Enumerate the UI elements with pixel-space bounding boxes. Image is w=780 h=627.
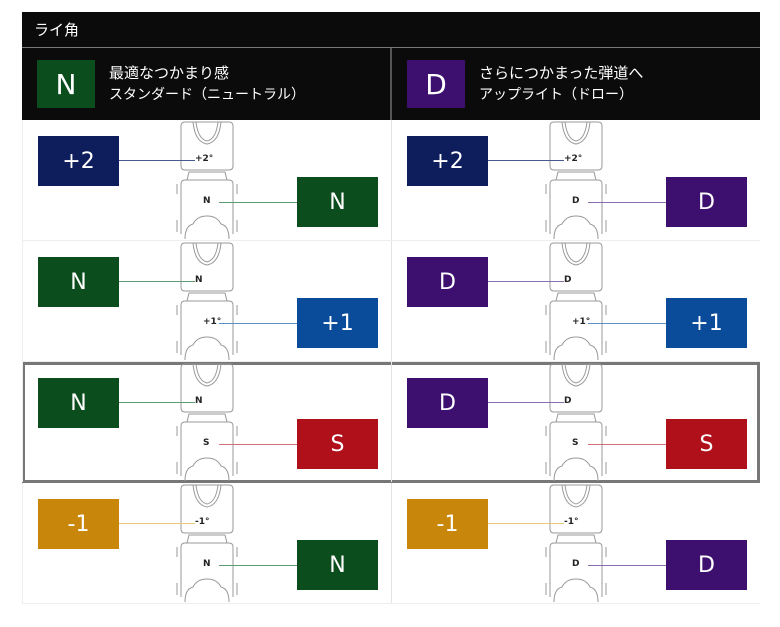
hosel-diagram-icon — [176, 121, 238, 240]
table-title: ライ角 — [22, 12, 760, 48]
bottom-leader-line — [219, 202, 297, 203]
upper-sleeve-mark: +2° — [564, 154, 583, 164]
hosel-diagram-icon — [545, 484, 607, 603]
lower-sleeve-mark: +1° — [572, 317, 591, 327]
lower-sleeve-badge: +1 — [666, 298, 747, 348]
setting-row: +2 N +2° N +2 D +2° D — [22, 120, 760, 241]
upper-sleeve-badge: -1 — [38, 499, 119, 549]
hosel-diagram-icon — [176, 363, 238, 482]
bottom-leader-line — [219, 565, 297, 566]
lower-sleeve-badge: N — [297, 177, 378, 227]
bottom-leader-line — [588, 323, 666, 324]
top-leader-line — [488, 402, 564, 403]
draw-title: さらにつかまった弾道へ — [479, 64, 644, 82]
lower-sleeve-badge: S — [297, 419, 378, 469]
upper-sleeve-mark: -1° — [564, 517, 579, 527]
bottom-leader-line — [588, 202, 666, 203]
neutral-setting-cell: -1 N -1° N — [22, 483, 391, 603]
upper-sleeve-mark: D — [564, 396, 572, 406]
top-leader-line — [488, 160, 564, 161]
draw-badge: D — [407, 60, 465, 108]
top-leader-line — [488, 281, 564, 282]
neutral-setting-cell: N S N S — [22, 362, 391, 482]
lower-sleeve-badge: N — [297, 540, 378, 590]
hosel-diagram-icon — [545, 242, 607, 361]
lower-sleeve-mark: +1° — [203, 317, 222, 327]
upper-sleeve-badge: D — [407, 378, 488, 428]
hosel-diagram-icon — [545, 363, 607, 482]
draw-setting-cell: -1 D -1° D — [391, 483, 760, 603]
column-header-neutral: N 最適なつかまり感スタンダード（ニュートラル） — [22, 48, 390, 120]
column-header-draw: D さらにつかまった弾道へ アップライト（ドロー） — [390, 48, 760, 120]
neutral-subtitle: スタンダード（ニュートラル） — [109, 87, 305, 103]
neutral-badge: N — [37, 60, 95, 108]
hosel-diagram-icon — [176, 242, 238, 361]
upper-sleeve-mark: N — [195, 396, 203, 406]
hosel-diagram-icon — [176, 484, 238, 603]
upper-sleeve-badge: +2 — [407, 136, 488, 186]
top-leader-line — [488, 523, 564, 524]
upper-sleeve-badge: +2 — [38, 136, 119, 186]
lower-sleeve-badge: D — [666, 177, 747, 227]
upper-sleeve-mark: +2° — [195, 154, 214, 164]
lower-sleeve-mark: S — [572, 438, 579, 448]
upper-sleeve-mark: N — [195, 275, 203, 285]
neutral-setting-cell: +2 N +2° N — [22, 120, 391, 240]
draw-setting-cell: D S D S — [391, 362, 760, 482]
bottom-leader-line — [219, 323, 297, 324]
bottom-leader-line — [588, 565, 666, 566]
lower-sleeve-badge: D — [666, 540, 747, 590]
upper-sleeve-badge: D — [407, 257, 488, 307]
lower-sleeve-mark: D — [572, 559, 580, 569]
neutral-setting-cell: N +1 N +1° — [22, 241, 391, 361]
bottom-leader-line — [588, 444, 666, 445]
lower-sleeve-badge: +1 — [297, 298, 378, 348]
upper-sleeve-mark: D — [564, 275, 572, 285]
setting-row: -1 N -1° N -1 D -1° D — [22, 483, 760, 604]
lie-angle-table: ライ角 N 最適なつかまり感スタンダード（ニュートラル） D さらにつかまった弾… — [22, 12, 760, 604]
draw-subtitle: アップライト（ドロー） — [479, 87, 633, 103]
hosel-diagram-icon — [545, 121, 607, 240]
lower-sleeve-badge: S — [666, 419, 747, 469]
top-leader-line — [119, 523, 195, 524]
draw-setting-cell: +2 D +2° D — [391, 120, 760, 240]
lower-sleeve-mark: N — [203, 559, 211, 569]
top-leader-line — [119, 160, 195, 161]
lower-sleeve-mark: N — [203, 196, 211, 206]
upper-sleeve-mark: -1° — [195, 517, 210, 527]
upper-sleeve-badge: -1 — [407, 499, 488, 549]
draw-setting-cell: D +1 D +1° — [391, 241, 760, 361]
setting-row: N +1 N +1° D +1 D +1° — [22, 241, 760, 362]
column-headers: N 最適なつかまり感スタンダード（ニュートラル） D さらにつかまった弾道へ アッ… — [22, 48, 760, 120]
lower-sleeve-mark: S — [203, 438, 210, 448]
bottom-leader-line — [219, 444, 297, 445]
neutral-title: 最適なつかまり感 — [109, 64, 230, 82]
upper-sleeve-badge: N — [38, 257, 119, 307]
lower-sleeve-mark: D — [572, 196, 580, 206]
top-leader-line — [119, 402, 195, 403]
top-leader-line — [119, 281, 195, 282]
upper-sleeve-badge: N — [38, 378, 119, 428]
